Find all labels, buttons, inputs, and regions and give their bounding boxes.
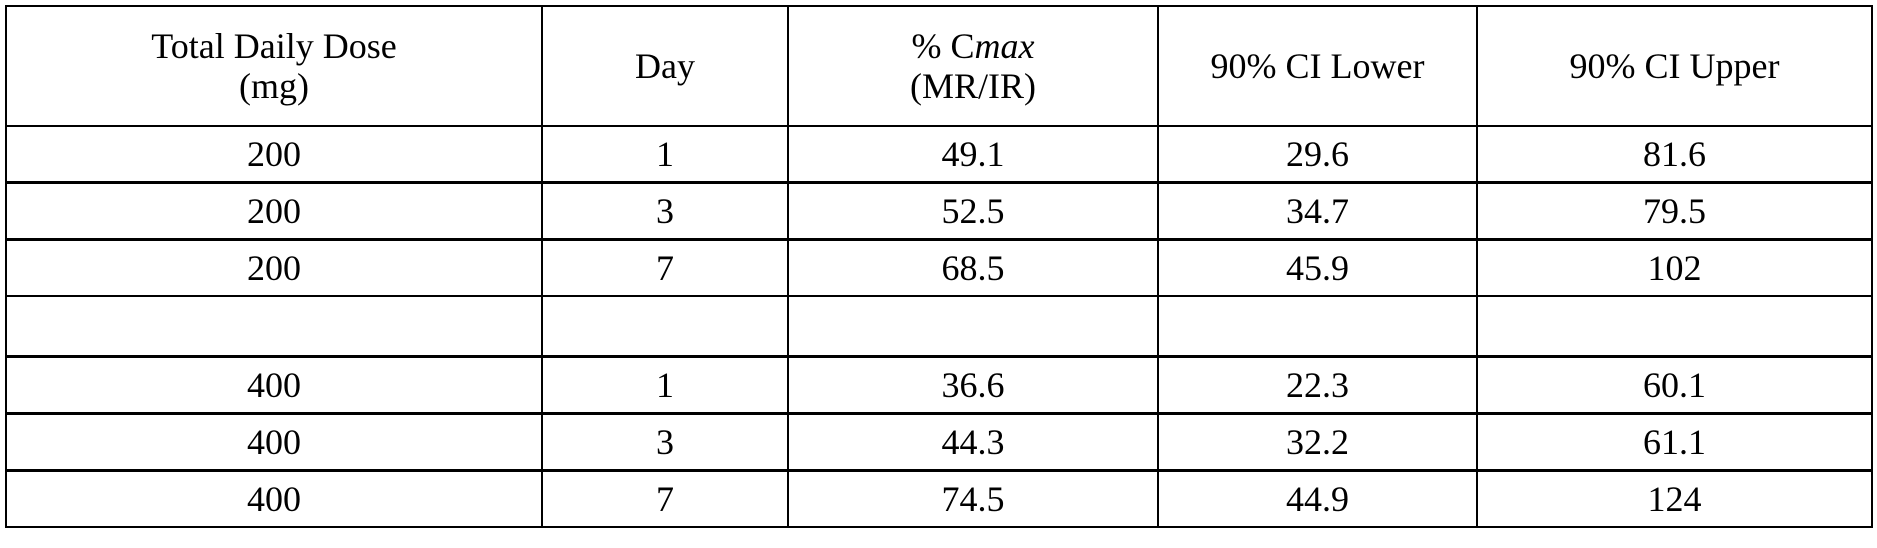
cell-cmax: 52.5: [788, 183, 1158, 240]
cell-cmax: 44.3: [788, 414, 1158, 471]
cell-day: 1: [542, 357, 788, 414]
header-italic: max: [975, 26, 1035, 66]
cell-ci-lower: 29.6: [1158, 126, 1477, 183]
cell-day: 7: [542, 240, 788, 297]
cmax-ratio-table: Total Daily Dose(mg) Day % Cmax(MR/IR) 9…: [5, 5, 1873, 528]
cell-cmax: 36.6: [788, 357, 1158, 414]
header-day: Day: [542, 6, 788, 126]
cell-day: [542, 296, 788, 357]
cell-ci-lower: 32.2: [1158, 414, 1477, 471]
cell-day: 7: [542, 471, 788, 528]
cell-dose: 400: [6, 414, 542, 471]
table-row: 200352.534.779.5: [6, 183, 1872, 240]
header-text: 90% CI Lower: [1211, 46, 1425, 86]
header-cmax: % Cmax(MR/IR): [788, 6, 1158, 126]
header-total-daily-dose: Total Daily Dose(mg): [6, 6, 542, 126]
header-text: 90% CI Upper: [1570, 46, 1780, 86]
cell-cmax: 74.5: [788, 471, 1158, 528]
table-row: 200149.129.681.6: [6, 126, 1872, 183]
cell-dose: 200: [6, 240, 542, 297]
table-row: 400344.332.261.1: [6, 414, 1872, 471]
cell-dose: 400: [6, 357, 542, 414]
cell-cmax: 68.5: [788, 240, 1158, 297]
cell-ci-lower: 22.3: [1158, 357, 1477, 414]
header-row: Total Daily Dose(mg) Day % Cmax(MR/IR) 9…: [6, 6, 1872, 126]
cell-ci-lower: 34.7: [1158, 183, 1477, 240]
cell-day: 3: [542, 183, 788, 240]
cell-ci-upper: 102: [1477, 240, 1872, 297]
header-unit: (MR/IR): [910, 66, 1036, 106]
cell-ci-upper: [1477, 296, 1872, 357]
cell-ci-upper: 79.5: [1477, 183, 1872, 240]
cell-ci-lower: [1158, 296, 1477, 357]
header-ci-lower: 90% CI Lower: [1158, 6, 1477, 126]
empty-spacer-row: [6, 296, 1872, 357]
cell-ci-upper: 81.6: [1477, 126, 1872, 183]
cell-cmax: 49.1: [788, 126, 1158, 183]
cell-ci-lower: 44.9: [1158, 471, 1477, 528]
table-row: 200768.545.9102: [6, 240, 1872, 297]
header-text: Day: [635, 46, 695, 86]
cell-ci-upper: 61.1: [1477, 414, 1872, 471]
cell-ci-upper: 60.1: [1477, 357, 1872, 414]
cell-ci-upper: 124: [1477, 471, 1872, 528]
table-row: 400136.622.360.1: [6, 357, 1872, 414]
header-unit: (mg): [239, 66, 309, 106]
cell-dose: 200: [6, 183, 542, 240]
cell-day: 1: [542, 126, 788, 183]
cell-cmax: [788, 296, 1158, 357]
cell-dose: [6, 296, 542, 357]
cell-dose: 400: [6, 471, 542, 528]
table-row: 400774.544.9124: [6, 471, 1872, 528]
cell-day: 3: [542, 414, 788, 471]
cell-ci-lower: 45.9: [1158, 240, 1477, 297]
header-text: Total Daily Dose: [151, 26, 396, 66]
header-ci-upper: 90% CI Upper: [1477, 6, 1872, 126]
cell-dose: 200: [6, 126, 542, 183]
header-text: % C: [912, 26, 975, 66]
